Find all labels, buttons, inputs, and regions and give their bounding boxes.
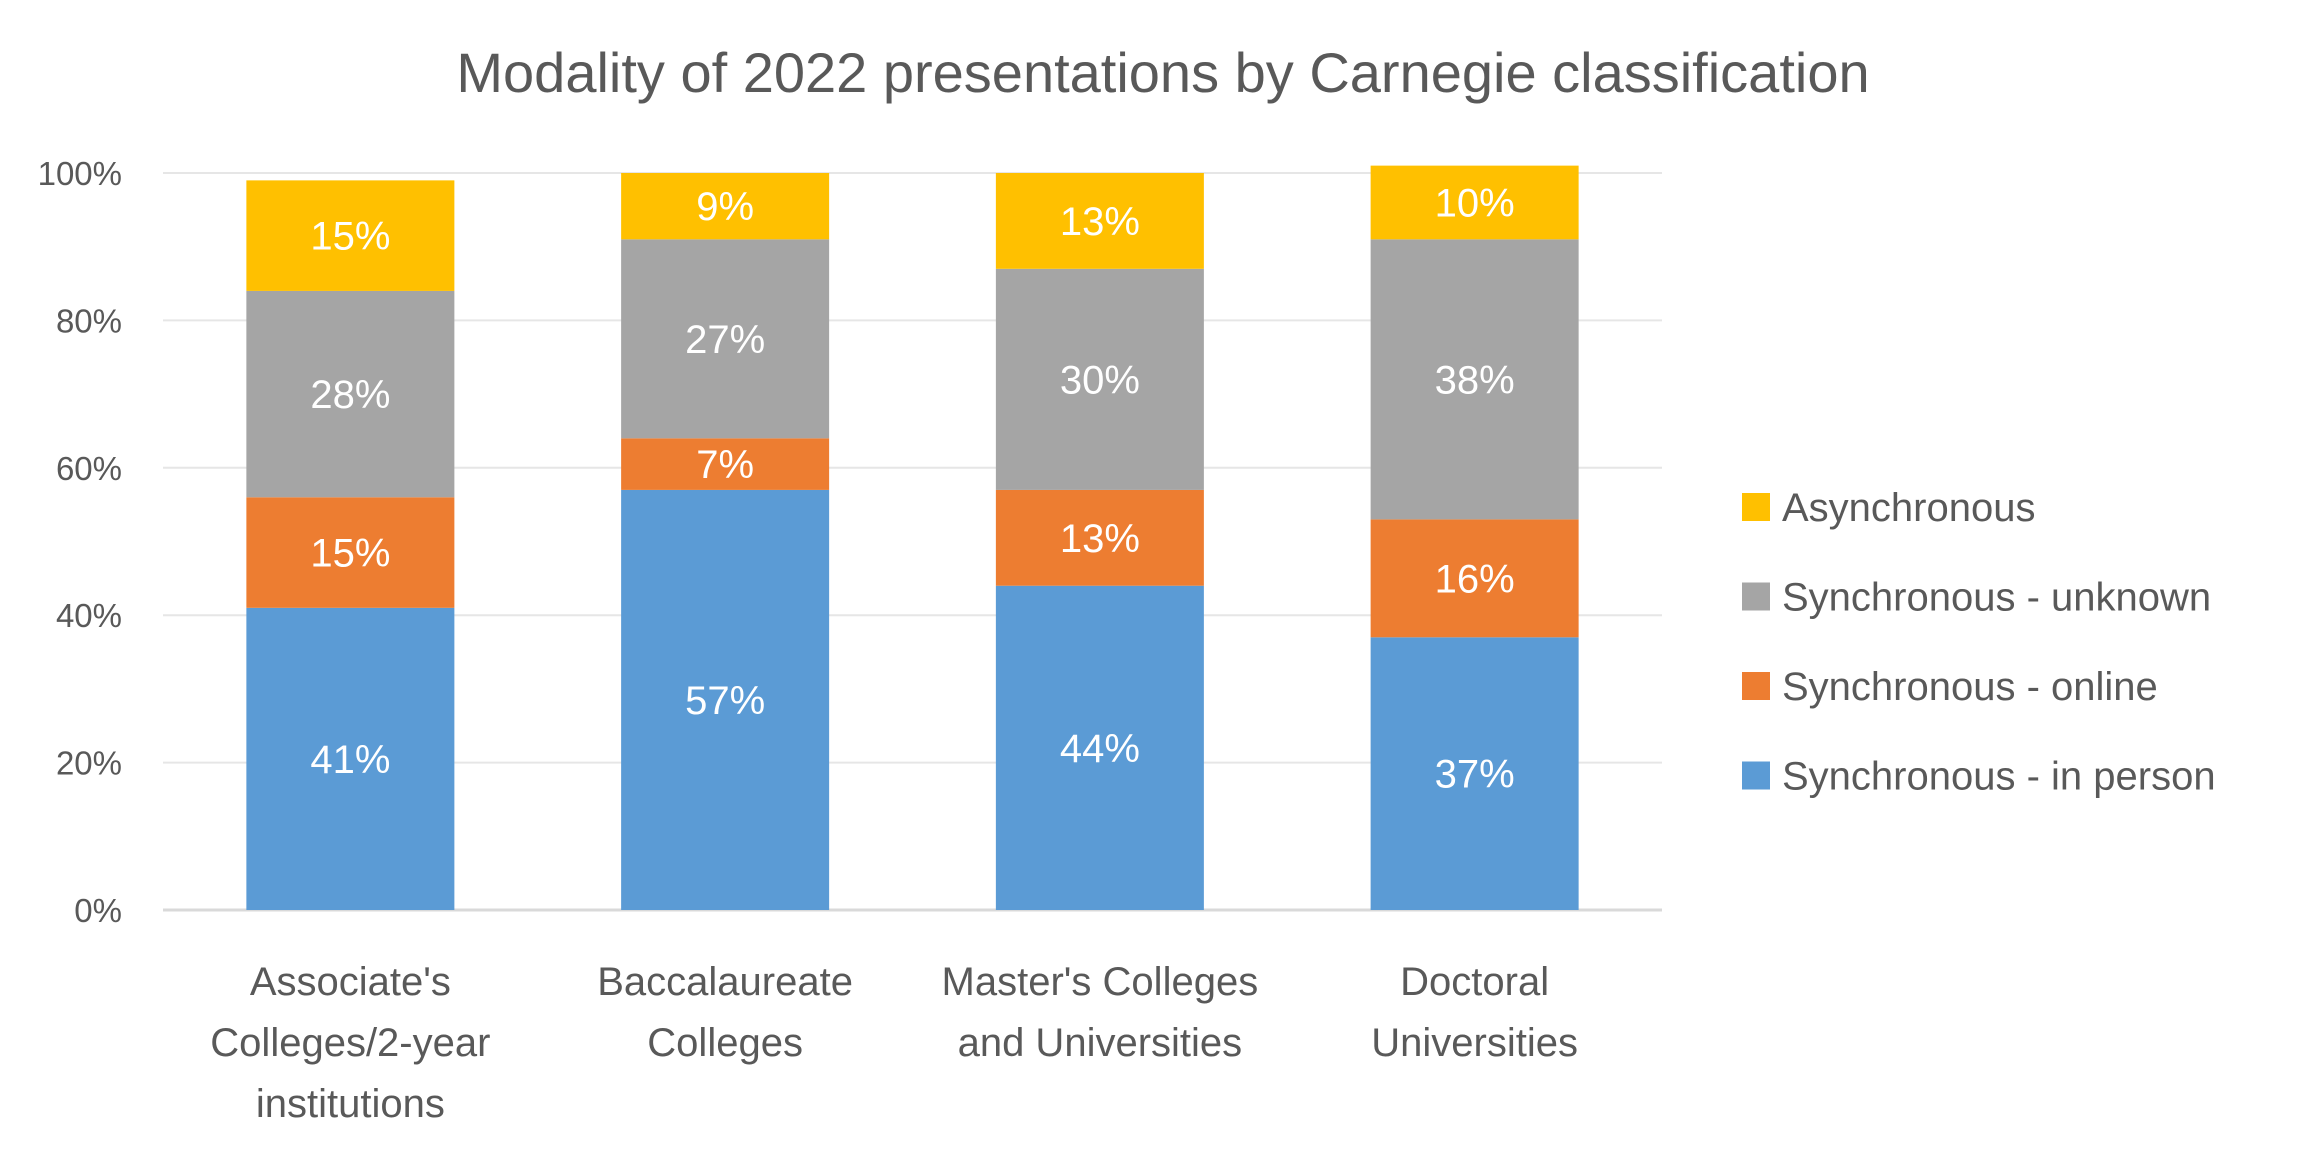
bar-segment (995, 173, 1204, 269)
legend-swatch (1742, 761, 1770, 790)
data-label: 16% (1435, 557, 1515, 601)
bar-segment (246, 290, 455, 498)
bar-segment (995, 268, 1204, 490)
bar-segment (621, 489, 830, 910)
data-label: 9% (696, 185, 754, 229)
legend-swatch (1742, 493, 1770, 521)
data-label: 37% (1435, 753, 1515, 797)
legend-swatch (1742, 672, 1770, 700)
data-label: 28% (310, 373, 390, 417)
y-tick-label: 20% (56, 745, 122, 782)
data-label: 13% (1060, 517, 1140, 561)
data-label: 57% (685, 679, 765, 723)
y-tick-label: 80% (56, 302, 122, 339)
legend-label: Asynchronous (1782, 486, 2035, 530)
chart-title: Modality of 2022 presentations by Carneg… (456, 41, 1869, 104)
bar-segment (1370, 165, 1579, 240)
bar-segment (621, 438, 830, 490)
x-category-label: Universities (1371, 1021, 1578, 1065)
bar-segment (246, 180, 455, 291)
bar-segment (246, 497, 455, 608)
x-category-label: and Universities (958, 1021, 1243, 1065)
data-label: 41% (310, 738, 390, 782)
bar-segment (995, 489, 1204, 586)
y-tick-label: 100% (38, 155, 122, 192)
y-tick-label: 40% (56, 597, 122, 634)
data-label: 13% (1060, 200, 1140, 244)
data-label: 15% (310, 532, 390, 576)
x-category-label: Doctoral (1400, 960, 1549, 1004)
bar-segment (995, 585, 1204, 910)
data-label: 15% (310, 215, 390, 259)
data-label: 7% (696, 443, 754, 487)
x-category-label: institutions (256, 1082, 445, 1126)
y-tick-label: 60% (56, 450, 122, 487)
x-category-label: Colleges (647, 1021, 803, 1065)
data-label: 30% (1060, 358, 1140, 402)
bar-segment (1370, 239, 1579, 520)
legend-label: Synchronous - unknown (1782, 576, 2211, 620)
bar-segment (621, 173, 830, 240)
bar-segment (1370, 519, 1579, 638)
x-category-label: Associate's (250, 960, 451, 1004)
x-category-label: Colleges/2-year (210, 1021, 490, 1065)
legend-label: Synchronous - in person (1782, 755, 2216, 799)
data-label: 38% (1435, 358, 1515, 402)
data-label: 27% (685, 318, 765, 362)
bar-segment (621, 239, 830, 439)
bar-segment (1370, 637, 1579, 910)
legend-swatch (1742, 582, 1770, 611)
bar-segment (246, 607, 455, 910)
data-label: 44% (1060, 727, 1140, 771)
x-category-label: Baccalaureate (597, 960, 853, 1004)
legend-label: Synchronous - online (1782, 665, 2158, 709)
data-label: 10% (1435, 181, 1515, 225)
y-tick-label: 0% (74, 892, 122, 929)
x-category-label: Master's Colleges (942, 960, 1259, 1004)
